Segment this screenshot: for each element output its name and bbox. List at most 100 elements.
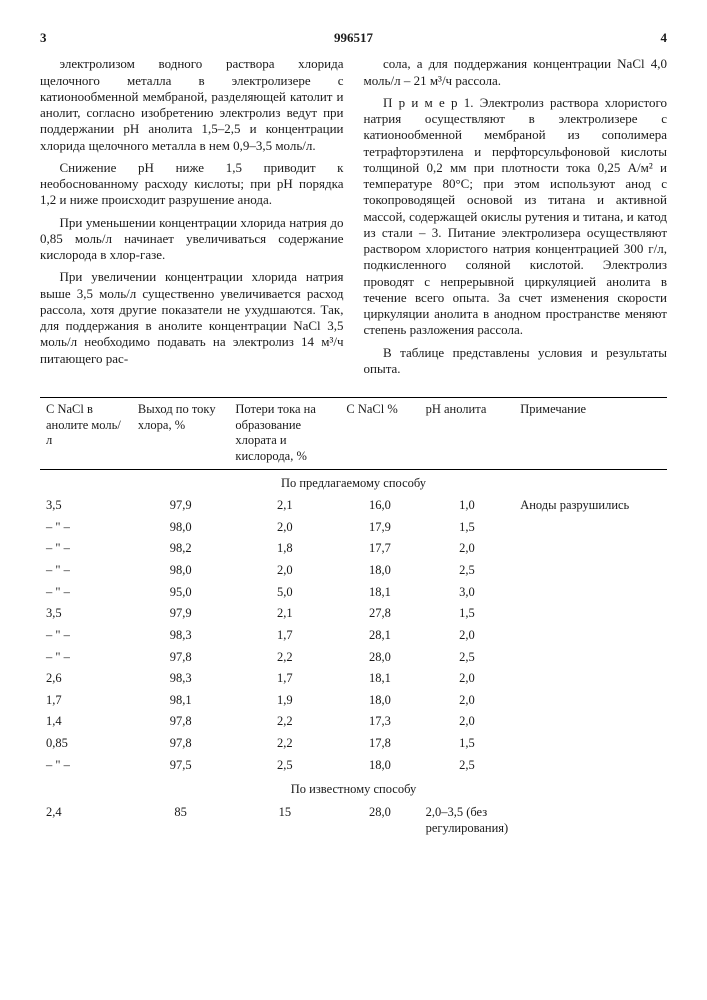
cell: 97,9 [132, 495, 229, 517]
cell: 17,8 [340, 733, 419, 755]
cell: 3,0 [420, 582, 515, 604]
cell: 18,0 [340, 560, 419, 582]
cell: – " – [40, 560, 132, 582]
cell: 2,1 [229, 603, 340, 625]
cell [514, 802, 667, 839]
cell [514, 603, 667, 625]
cell: 28,0 [340, 647, 419, 669]
th-note: Примечание [514, 398, 667, 470]
cell: 2,2 [229, 711, 340, 733]
cell: 17,7 [340, 538, 419, 560]
para: электролизом водного раствора хлорида ще… [40, 56, 344, 154]
para: При увеличении концентрации хлорида натр… [40, 269, 344, 367]
table-row: 2,6 98,3 1,7 18,1 2,0 [40, 668, 667, 690]
cell: 2,2 [229, 647, 340, 669]
cell: 85 [132, 802, 229, 839]
table-row: – " – 97,8 2,2 28,0 2,5 [40, 647, 667, 669]
cell: 17,9 [340, 517, 419, 539]
cell: 1,7 [229, 625, 340, 647]
cell: 2,5 [229, 755, 340, 777]
cell: 98,3 [132, 668, 229, 690]
table-row: 0,85 97,8 2,2 17,8 1,5 [40, 733, 667, 755]
data-table: C NaCl в анолите моль/л Выход по току хл… [40, 397, 667, 839]
cell: 1,4 [40, 711, 132, 733]
table-row: – " – 97,5 2,5 18,0 2,5 [40, 755, 667, 777]
cell: 95,0 [132, 582, 229, 604]
patent-number: 996517 [47, 30, 661, 46]
table-row: 1,4 97,8 2,2 17,3 2,0 [40, 711, 667, 733]
cell: 27,8 [340, 603, 419, 625]
para: П р и м е р 1. Электролиз раствора хлори… [364, 95, 668, 339]
cell: – " – [40, 538, 132, 560]
th-anolite: C NaCl в анолите моль/л [40, 398, 132, 470]
section-row: По известному способу [40, 776, 667, 802]
cell: 1,7 [40, 690, 132, 712]
section-row: По предлагаемому способу [40, 469, 667, 495]
cell [514, 668, 667, 690]
cell: 97,8 [132, 733, 229, 755]
cell: 97,8 [132, 711, 229, 733]
cell: 2,0 [229, 517, 340, 539]
cell: 2,0 [420, 711, 515, 733]
cell: 2,4 [40, 802, 132, 839]
cell: 1,5 [420, 603, 515, 625]
th-losses: Потери тока на образование хлората и кис… [229, 398, 340, 470]
cell: 98,0 [132, 560, 229, 582]
cell: 28,0 [340, 802, 419, 839]
cell: 2,5 [420, 647, 515, 669]
cell [514, 647, 667, 669]
cell: – " – [40, 647, 132, 669]
table-row: 1,7 98,1 1,9 18,0 2,0 [40, 690, 667, 712]
section-label: По предлагаемому способу [40, 469, 667, 495]
cell: 2,0 [420, 690, 515, 712]
cell [514, 690, 667, 712]
cell [514, 733, 667, 755]
cell: – " – [40, 755, 132, 777]
cell: 0,85 [40, 733, 132, 755]
table-row: 2,4 85 15 28,0 2,0–3,5 (без регулировани… [40, 802, 667, 839]
cell: 2,0 [229, 560, 340, 582]
cell: – " – [40, 517, 132, 539]
cell: 18,1 [340, 582, 419, 604]
para: сола, а для поддержания концентрации NaC… [364, 56, 668, 89]
cell: 97,5 [132, 755, 229, 777]
cell: 2,1 [229, 495, 340, 517]
cell: 18,0 [340, 690, 419, 712]
cell: 1,5 [420, 517, 515, 539]
cell: – " – [40, 625, 132, 647]
cell: 1,8 [229, 538, 340, 560]
cell: 3,5 [40, 495, 132, 517]
cell: 97,9 [132, 603, 229, 625]
section-label: По известному способу [40, 776, 667, 802]
table-row: – " – 95,0 5,0 18,1 3,0 [40, 582, 667, 604]
cell [514, 755, 667, 777]
table-row: – " – 98,2 1,8 17,7 2,0 [40, 538, 667, 560]
cell: 2,0 [420, 625, 515, 647]
cell: 2,0 [420, 668, 515, 690]
cell: Аноды разрушились [514, 495, 667, 517]
cell: 2,5 [420, 755, 515, 777]
cell: 2,0–3,5 (без регулирования) [420, 802, 515, 839]
cell: 5,0 [229, 582, 340, 604]
cell: 18,1 [340, 668, 419, 690]
cell: 2,5 [420, 560, 515, 582]
cell: 28,1 [340, 625, 419, 647]
cell: 97,8 [132, 647, 229, 669]
table-row: – " – 98,0 2,0 17,9 1,5 [40, 517, 667, 539]
cell: 2,0 [420, 538, 515, 560]
cell: 15 [229, 802, 340, 839]
cell: 98,3 [132, 625, 229, 647]
cell [514, 625, 667, 647]
column-left: электролизом водного раствора хлорида ще… [40, 56, 344, 383]
table-row: 3,5 97,9 2,1 16,0 1,0 Аноды разрушились [40, 495, 667, 517]
cell [514, 711, 667, 733]
cell: 98,2 [132, 538, 229, 560]
table-row: – " – 98,0 2,0 18,0 2,5 [40, 560, 667, 582]
page-header: 3 996517 4 [40, 30, 667, 46]
cell: 17,3 [340, 711, 419, 733]
th-cnacl: C NaCl % [340, 398, 419, 470]
cell [514, 538, 667, 560]
cell: 2,2 [229, 733, 340, 755]
column-right: сола, а для поддержания концентрации NaC… [364, 56, 668, 383]
table-row: – " – 98,3 1,7 28,1 2,0 [40, 625, 667, 647]
